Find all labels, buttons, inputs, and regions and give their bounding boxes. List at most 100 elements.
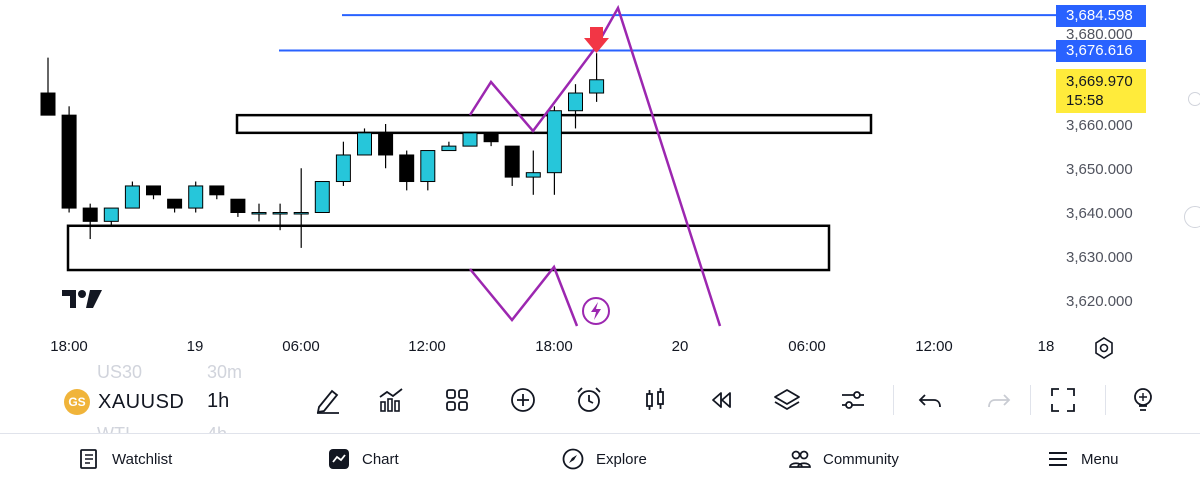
price-tick-3660: 3,660.000 — [1066, 117, 1133, 134]
support-resistance-zone — [66, 224, 831, 272]
settings-button[interactable] — [835, 382, 871, 418]
nav-community[interactable]: Community — [789, 448, 899, 470]
time-label: 12:00 — [408, 338, 446, 355]
ghost-symbol-above: US30 — [97, 362, 143, 382]
chart-settings-icon[interactable] — [1092, 336, 1116, 360]
chart-toolbar — [0, 372, 1200, 432]
candle-body — [483, 132, 499, 143]
chart-icon — [329, 449, 349, 469]
candle-body — [357, 132, 372, 156]
nav-menu-label: Menu — [1081, 450, 1119, 468]
object-tree-button[interactable] — [769, 382, 805, 418]
nav-watchlist[interactable]: Watchlist — [78, 448, 172, 470]
hline-price-tag-upper[interactable]: 3,684.598 — [1056, 5, 1146, 27]
plus-circle-icon — [511, 388, 535, 412]
candle-body — [293, 212, 309, 215]
projection-zigzag-lower — [469, 264, 579, 327]
candle-body — [314, 181, 330, 213]
symbol-selector[interactable]: GS XAUUSD — [64, 389, 184, 415]
bottom-navigation: Watchlist Chart Explore Community Menu — [0, 433, 1200, 483]
down-arrow-marker — [584, 27, 609, 53]
layout-button[interactable] — [439, 382, 475, 418]
ideas-button[interactable] — [1125, 382, 1161, 418]
time-label: 18 — [1037, 338, 1055, 355]
add-button[interactable] — [505, 382, 541, 418]
time-label: 12:00 — [915, 338, 953, 355]
toolbar-divider — [893, 385, 894, 415]
edge-handle[interactable] — [1188, 92, 1200, 106]
chart-type-button[interactable] — [637, 382, 673, 418]
compass-icon — [562, 448, 584, 470]
candle-body — [251, 212, 267, 215]
nav-explore[interactable]: Explore — [562, 448, 647, 470]
tradingview-logo — [62, 286, 106, 310]
time-label: 18:00 — [50, 338, 88, 355]
candle-body — [568, 92, 583, 112]
fullscreen-icon — [1051, 388, 1075, 412]
chart-area[interactable]: 3,680.000 3,660.000 3,650.000 3,640.000 … — [0, 0, 1152, 366]
price-chart[interactable] — [0, 0, 1152, 366]
last-price-value: 3,669.970 — [1066, 73, 1133, 90]
nav-menu[interactable]: Menu — [1047, 448, 1119, 470]
nav-chart-label: Chart — [362, 450, 399, 468]
price-tick-3640: 3,640.000 — [1066, 205, 1133, 222]
candle-body — [525, 172, 541, 178]
lightbulb-icon — [1134, 388, 1152, 411]
candle-body — [124, 185, 140, 209]
candle-body — [188, 185, 204, 209]
toolbar-divider — [1030, 385, 1031, 415]
last-price-tag: 3,669.970 15:58 — [1056, 69, 1146, 113]
sliders-icon — [842, 391, 864, 409]
candle-body — [209, 185, 225, 196]
replay-button[interactable] — [703, 382, 739, 418]
time-label: 18:00 — [535, 338, 573, 355]
pen-icon — [316, 389, 339, 414]
redo-button[interactable] — [980, 382, 1016, 418]
interval-selector[interactable]: 1h — [207, 390, 230, 412]
redo-icon — [988, 394, 1011, 408]
candle-body — [420, 150, 436, 183]
price-tick-3650: 3,650.000 — [1066, 161, 1133, 178]
nav-watchlist-label: Watchlist — [112, 450, 173, 468]
lightning-icon[interactable] — [581, 296, 611, 326]
price-tick-3620: 3,620.000 — [1066, 293, 1133, 310]
candle-body — [103, 207, 119, 222]
alert-button[interactable] — [571, 382, 607, 418]
bar-countdown: 15:58 — [1066, 92, 1104, 109]
drawing-tools-button[interactable] — [310, 382, 346, 418]
indicators-icon — [379, 388, 403, 412]
rewind-icon — [712, 392, 731, 408]
time-label: 20 — [671, 338, 689, 355]
indicators-button[interactable] — [373, 382, 409, 418]
ghost-interval-above: 30m — [207, 362, 243, 382]
edge-handle[interactable] — [1184, 206, 1200, 228]
candle-body — [546, 110, 562, 174]
candle-body — [441, 145, 457, 152]
hline-price-tag-lower[interactable]: 3,676.616 — [1056, 40, 1146, 62]
candles-icon — [646, 388, 664, 410]
symbol-logo: GS — [64, 389, 90, 415]
list-icon — [80, 449, 97, 469]
candle-body — [335, 154, 351, 183]
candle-body — [378, 132, 394, 156]
fullscreen-button[interactable] — [1045, 382, 1081, 418]
candle-body — [230, 198, 246, 214]
symbol-name: XAUUSD — [98, 390, 185, 413]
candle-body — [82, 207, 98, 222]
right-edge-panel — [1152, 0, 1200, 372]
nav-community-label: Community — [823, 450, 899, 468]
people-icon — [789, 450, 811, 468]
candle-body — [40, 92, 56, 116]
layers-icon — [774, 389, 800, 411]
undo-button[interactable] — [913, 382, 949, 418]
nav-explore-label: Explore — [596, 450, 647, 468]
hamburger-icon — [1049, 452, 1067, 466]
nav-chart[interactable]: Chart — [328, 448, 399, 470]
projection-zigzag-upper — [468, 4, 722, 327]
ghost-symbol-below: WTI — [97, 424, 130, 433]
toolbar-divider — [1105, 385, 1106, 415]
ghost-interval-below: 4h — [207, 424, 227, 433]
price-tick-3680: 3,680.000 — [1066, 26, 1133, 43]
grid-icon — [446, 389, 468, 411]
